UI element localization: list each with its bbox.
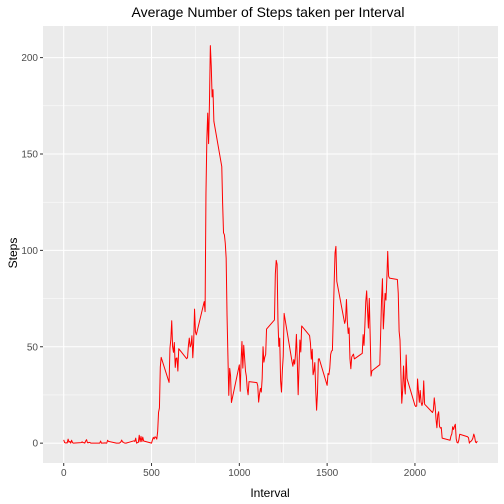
x-tick-label: 1500 bbox=[316, 468, 339, 479]
x-tick-label: 2000 bbox=[404, 468, 427, 479]
plot-panel bbox=[43, 26, 498, 463]
y-axis-title: Steps bbox=[6, 238, 20, 269]
x-tick-label: 0 bbox=[61, 468, 67, 479]
y-tick-label: 150 bbox=[21, 149, 38, 160]
y-tick-label: 50 bbox=[27, 342, 39, 353]
x-tick-label: 500 bbox=[143, 468, 160, 479]
series-line bbox=[63, 45, 478, 444]
chart-title: Average Number of Steps taken per Interv… bbox=[132, 4, 405, 20]
y-tick-label: 200 bbox=[21, 53, 38, 64]
y-tick-label: 100 bbox=[21, 246, 38, 257]
x-tick-label: 1000 bbox=[228, 468, 251, 479]
x-axis-title: Interval bbox=[250, 486, 289, 500]
y-tick-label: 0 bbox=[32, 439, 38, 450]
